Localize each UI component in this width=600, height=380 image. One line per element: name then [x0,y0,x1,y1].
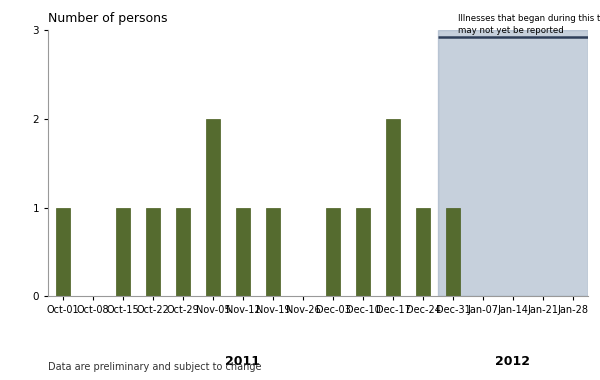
Bar [446,208,460,296]
Bar [146,208,160,296]
Bar [416,208,430,296]
Text: Illnesses that began during this time
may not yet be reported: Illnesses that began during this time ma… [458,14,600,35]
Bar [386,119,400,296]
Bar [116,208,130,296]
Bar [266,208,280,296]
Bar [438,30,588,296]
Text: 2012: 2012 [496,355,530,368]
Bar [236,208,250,296]
Bar [356,208,370,296]
Text: 2011: 2011 [226,355,260,368]
Bar [206,119,220,296]
Bar [326,208,340,296]
Bar [56,208,70,296]
Bar [176,208,190,296]
Text: Number of persons: Number of persons [48,12,167,25]
Text: Data are preliminary and subject to change: Data are preliminary and subject to chan… [48,363,262,372]
